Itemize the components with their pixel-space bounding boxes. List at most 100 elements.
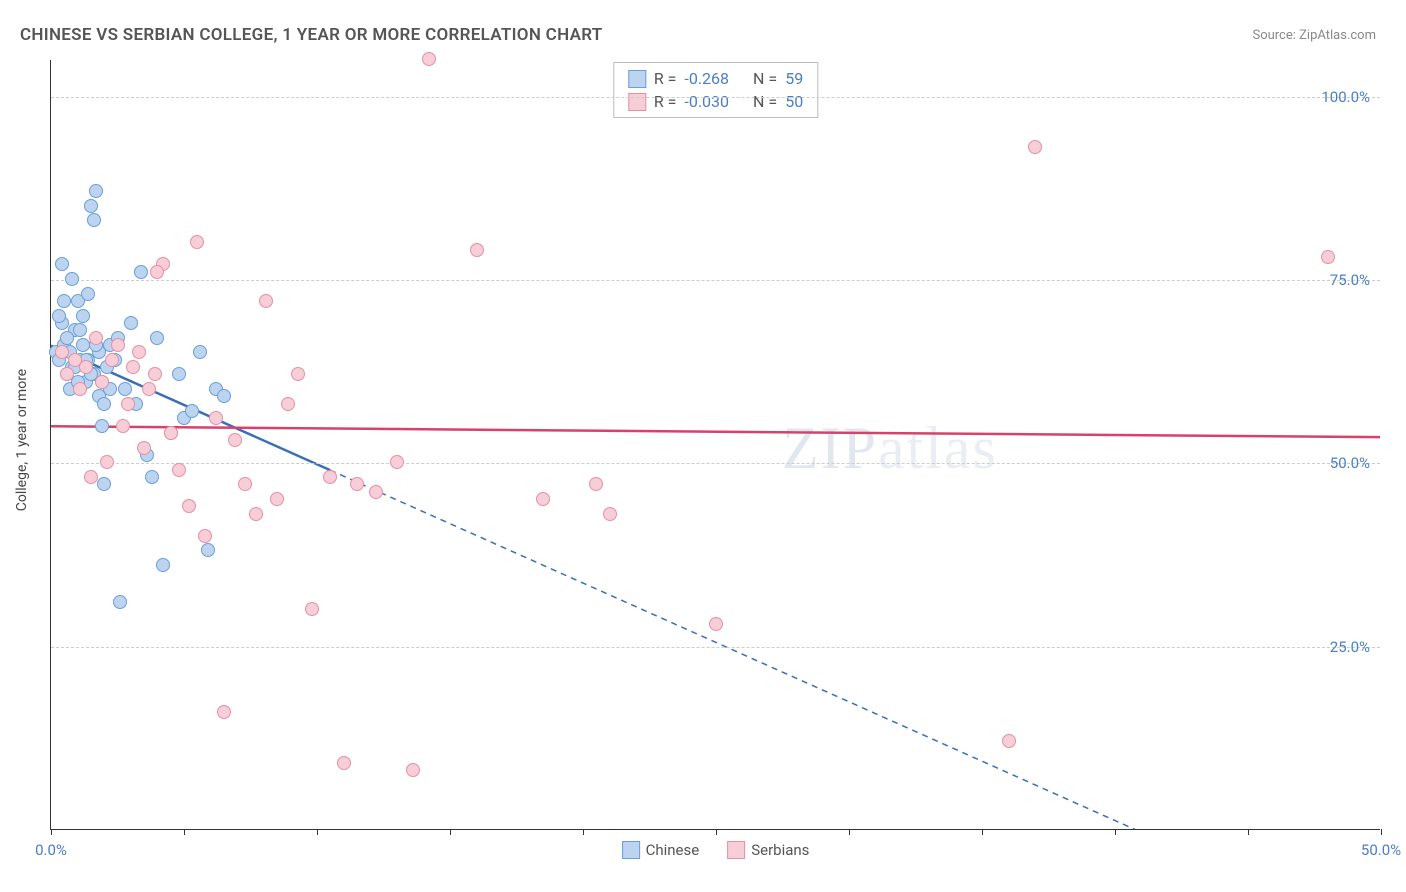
scatter-point [121, 397, 135, 411]
scatter-point [55, 345, 69, 359]
x-tick [982, 829, 983, 835]
scatter-point [369, 485, 383, 499]
scatter-point [111, 338, 125, 352]
scatter-point [116, 419, 130, 433]
watermark-part-b: atlas [878, 415, 998, 481]
x-tick [51, 829, 52, 835]
scatter-point [55, 257, 69, 271]
scatter-point [95, 419, 109, 433]
scatter-point [270, 492, 284, 506]
scatter-point [350, 477, 364, 491]
scatter-point [589, 477, 603, 491]
scatter-point [118, 382, 132, 396]
swatch-chinese [628, 70, 646, 88]
scatter-point [148, 367, 162, 381]
r-label: R = [654, 92, 677, 111]
scatter-point [201, 543, 215, 557]
scatter-point [89, 331, 103, 345]
scatter-point [709, 617, 723, 631]
scatter-point [142, 382, 156, 396]
legend-swatch-chinese [622, 841, 640, 859]
scatter-point [185, 404, 199, 418]
scatter-point [259, 294, 273, 308]
legend-swatch-serbians [727, 841, 745, 859]
scatter-point [76, 338, 90, 352]
legend-label-serbians: Serbians [751, 841, 809, 859]
y-tick-label: 100.0% [1321, 88, 1370, 106]
scatter-point [164, 426, 178, 440]
x-tick [1115, 829, 1116, 835]
scatter-point [1028, 140, 1042, 154]
scatter-point [406, 763, 420, 777]
legend-item-serbians: Serbians [727, 841, 809, 859]
scatter-point [57, 294, 71, 308]
stats-row-serbians: R = -0.030 N = 50 [628, 90, 803, 113]
x-tick [1381, 829, 1382, 835]
x-tick [716, 829, 717, 835]
scatter-point [150, 265, 164, 279]
scatter-point [134, 265, 148, 279]
scatter-point [60, 331, 74, 345]
n-label: N = [753, 92, 777, 111]
scatter-point [113, 595, 127, 609]
x-tick [317, 829, 318, 835]
x-tick-label: 0.0% [35, 841, 67, 859]
chart-container: CHINESE VS SERBIAN COLLEGE, 1 YEAR OR MO… [0, 0, 1406, 892]
scatter-point [337, 756, 351, 770]
scatter-point [190, 235, 204, 249]
scatter-point [281, 397, 295, 411]
chart-title: CHINESE VS SERBIAN COLLEGE, 1 YEAR OR MO… [20, 25, 603, 45]
scatter-point [65, 272, 79, 286]
scatter-point [209, 411, 223, 425]
source-attribution: Source: ZipAtlas.com [1252, 28, 1376, 43]
gridline [51, 463, 1380, 464]
scatter-point [137, 441, 151, 455]
source-label: Source: [1252, 28, 1299, 43]
x-tick [583, 829, 584, 835]
r-label: R = [654, 69, 677, 88]
legend-item-chinese: Chinese [622, 841, 700, 859]
scatter-point [79, 360, 93, 374]
scatter-point [89, 184, 103, 198]
stats-row-chinese: R = -0.268 N = 59 [628, 67, 803, 90]
scatter-point [1321, 250, 1335, 264]
watermark-text: ZIPatlas [782, 414, 998, 483]
x-tick-label: 50.0% [1361, 841, 1401, 859]
scatter-point [536, 492, 550, 506]
scatter-point [73, 323, 87, 337]
scatter-point [84, 470, 98, 484]
scatter-point [422, 52, 436, 66]
scatter-point [105, 353, 119, 367]
y-tick-label: 50.0% [1330, 454, 1370, 472]
r-value-chinese: -0.268 [684, 69, 729, 88]
n-value-serbians: 50 [785, 92, 803, 111]
scatter-point [193, 345, 207, 359]
x-tick [184, 829, 185, 835]
plot-area: ZIPatlas R = -0.268 N = 59 R = -0.030 N … [50, 60, 1380, 830]
scatter-point [305, 602, 319, 616]
scatter-point [156, 558, 170, 572]
scatter-point [76, 309, 90, 323]
gridline [51, 97, 1380, 98]
scatter-point [291, 367, 305, 381]
scatter-point [100, 455, 114, 469]
n-label: N = [753, 69, 777, 88]
scatter-point [73, 382, 87, 396]
y-tick-label: 75.0% [1330, 271, 1370, 289]
scatter-point [172, 463, 186, 477]
swatch-serbians [628, 93, 646, 111]
n-value-chinese: 59 [785, 69, 803, 88]
scatter-point [150, 331, 164, 345]
scatter-point [145, 470, 159, 484]
scatter-point [97, 397, 111, 411]
scatter-point [60, 367, 74, 381]
scatter-point [95, 375, 109, 389]
scatter-point [217, 389, 231, 403]
scatter-point [390, 455, 404, 469]
scatter-point [124, 316, 138, 330]
x-tick [849, 829, 850, 835]
y-axis-label: College, 1 year or more [14, 369, 30, 511]
scatter-point [249, 507, 263, 521]
scatter-point [323, 470, 337, 484]
scatter-point [81, 287, 95, 301]
